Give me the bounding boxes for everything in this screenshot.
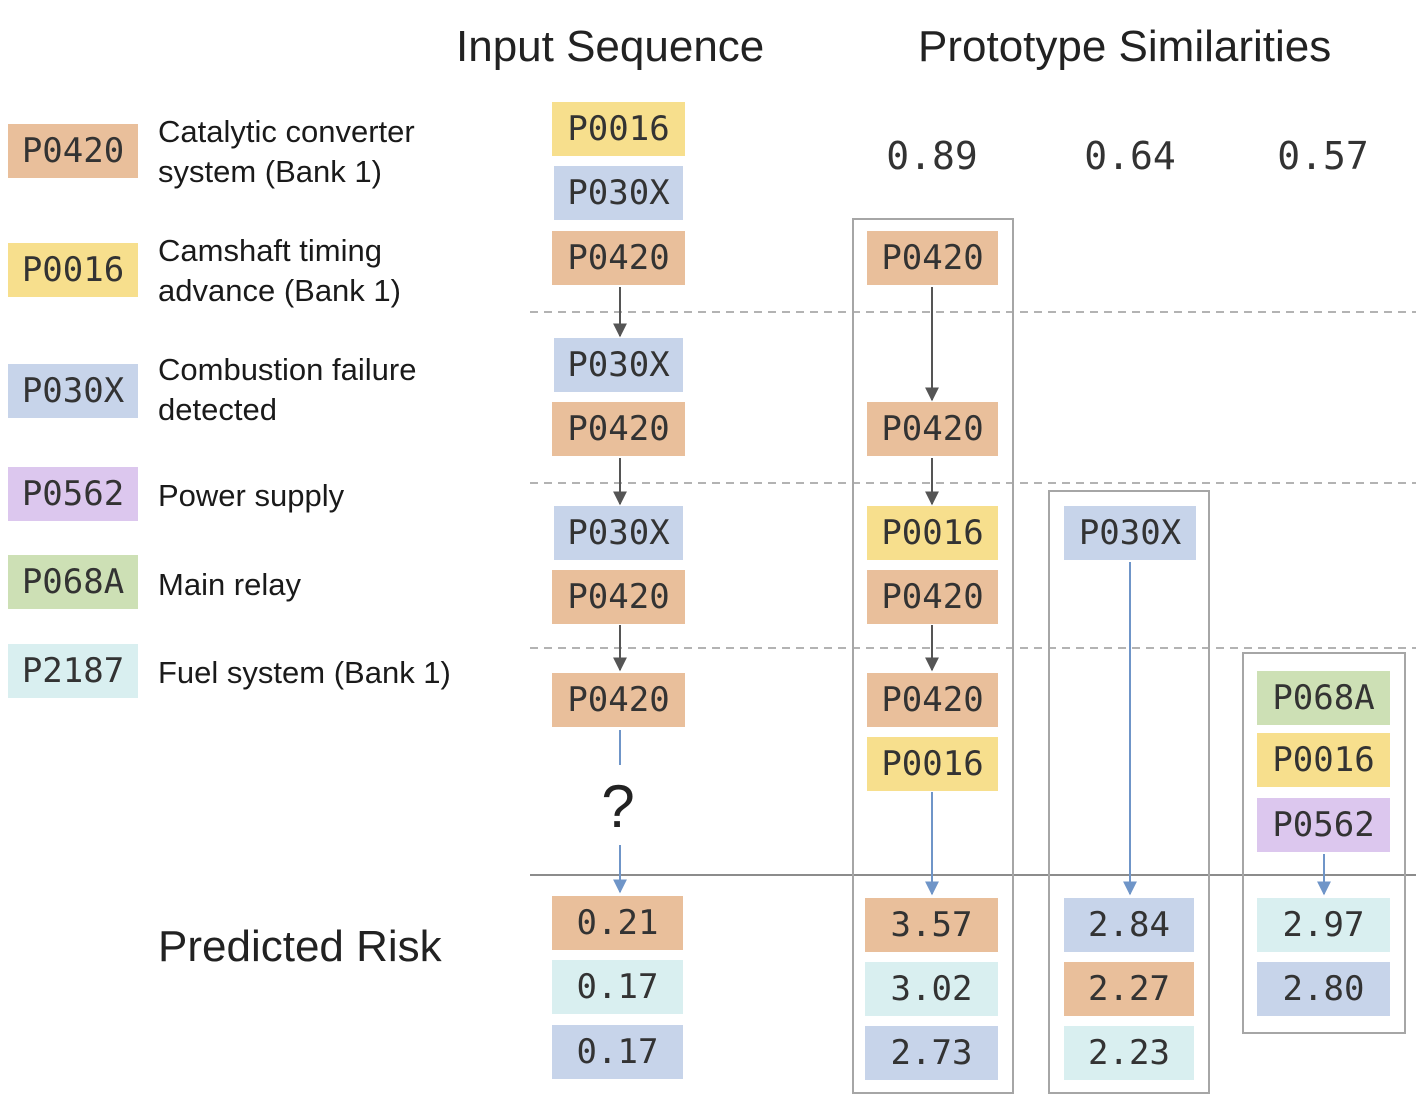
prototype-1-risk-value: 3.02 [865, 962, 998, 1016]
legend-code-swatch: P068A [8, 555, 138, 609]
input-code: P030X [554, 338, 683, 392]
prototype-3-code: P0016 [1257, 733, 1390, 787]
input-code: P0420 [552, 402, 685, 456]
input-risk-value: 0.21 [552, 896, 683, 950]
input-code: P0420 [552, 673, 685, 727]
input-code: P0016 [552, 102, 685, 156]
prototype-1-box [852, 218, 1014, 1094]
prototype-similarities-heading: Prototype Similarities [918, 22, 1332, 71]
prototype-2-risk-value: 2.27 [1064, 962, 1194, 1016]
legend-description: Main relay [158, 567, 301, 602]
prototype-2-similarity: 0.64 [1084, 134, 1176, 178]
prototype-3-similarity: 0.57 [1277, 134, 1369, 178]
input-risk-value: 0.17 [552, 960, 683, 1014]
legend-code-swatch: P0420 [8, 124, 138, 178]
prototype-1-risk-value: 2.73 [865, 1026, 998, 1080]
input-code: P0420 [552, 231, 685, 285]
prototype-2-risk-value: 2.23 [1064, 1026, 1194, 1080]
legend-code-swatch: P030X [8, 364, 138, 418]
legend-description: Catalytic converter system (Bank 1) [158, 114, 415, 189]
unknown-next-event: ? [601, 773, 635, 840]
prototype-1-risk-value: 3.57 [865, 898, 998, 952]
legend-code-swatch: P2187 [8, 644, 138, 698]
prototype-3-box [1242, 652, 1406, 1034]
legend-description: Fuel system (Bank 1) [158, 655, 451, 690]
prototype-3-risk-value: 2.80 [1257, 962, 1390, 1016]
input-code: P030X [554, 166, 683, 220]
legend-description: Camshaft timing advance (Bank 1) [158, 233, 401, 308]
legend-description: Power supply [158, 478, 345, 513]
prototype-2-risk-value: 2.84 [1064, 898, 1194, 952]
input-sequence-heading: Input Sequence [456, 22, 765, 71]
prototype-3-code: P0562 [1257, 798, 1390, 852]
prototype-1-code: P0016 [867, 737, 998, 791]
legend-description: Combustion failure detected [158, 352, 417, 427]
prototype-2-code: P030X [1064, 506, 1196, 560]
legend-code-swatch: P0562 [8, 467, 138, 521]
input-risk-value: 0.17 [552, 1025, 683, 1079]
predicted-risk-heading: Predicted Risk [158, 922, 442, 971]
prototype-1-code: P0420 [867, 570, 998, 624]
prototype-2-box [1048, 490, 1210, 1094]
prototype-3-code: P068A [1257, 671, 1390, 725]
prototype-3-risk-value: 2.97 [1257, 898, 1390, 952]
legend-code-swatch: P0016 [8, 243, 138, 297]
prototype-1-code: P0420 [867, 402, 998, 456]
input-code: P030X [554, 506, 683, 560]
prototype-1-code: P0420 [867, 231, 998, 285]
prototype-1-similarity: 0.89 [886, 134, 978, 178]
prototype-1-code: P0420 [867, 673, 998, 727]
prototype-1-code: P0016 [867, 506, 998, 560]
input-code: P0420 [552, 570, 685, 624]
